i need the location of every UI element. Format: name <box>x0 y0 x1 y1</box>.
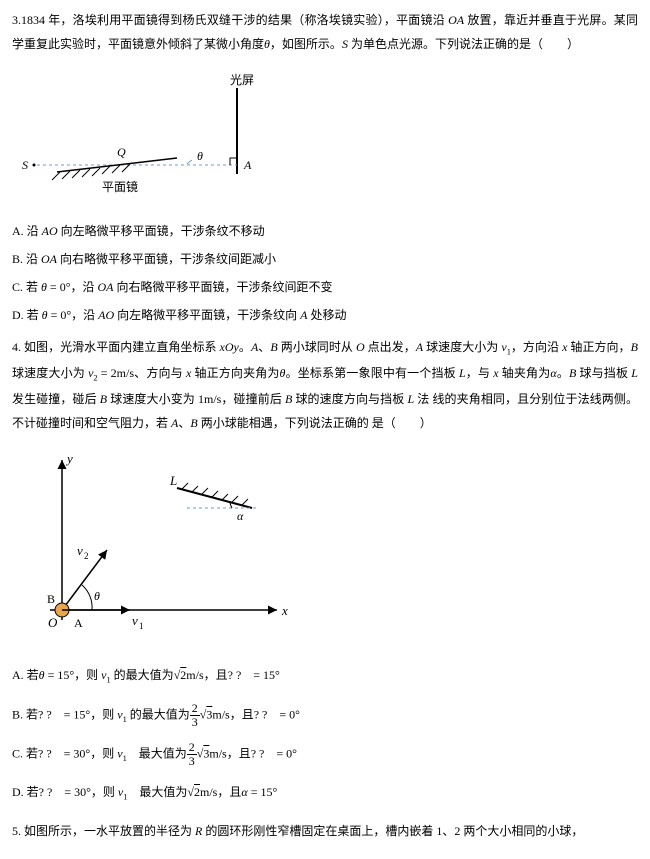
mirror-hatch <box>52 164 130 180</box>
label-Q: Q <box>117 145 126 159</box>
label-theta: θ <box>197 149 203 163</box>
q5-text: 5. 如图所示，一水平放置的半径为 R 的圆环形刚性窄槽固定在桌面上，槽内嵌着 … <box>12 819 638 843</box>
q3-optC: C. 若 θ = 0°，沿 OA 向右略微平移平面镜，干涉条纹间距不变 <box>12 275 638 299</box>
label-theta: θ <box>94 589 100 603</box>
q3-text: 3.1834 年，洛埃利用平面镜得到杨氏双缝干涉的结果（称洛埃镜实验），平面镜沿… <box>12 8 638 56</box>
label-alpha: α <box>237 509 244 523</box>
q4-optD: D. 若? ? = 30°，则 v1 最大值为√2m/s，且α = 15° <box>12 780 638 806</box>
label-O: O <box>48 615 58 630</box>
label-A: A <box>74 616 83 630</box>
label-L: L <box>169 473 177 488</box>
alpha-arc <box>230 503 232 508</box>
q4-optC: C. 若? ? = 30°，则 v1 最大值为23√3m/s，且? ? = 0° <box>12 741 638 768</box>
q3-optD: D. 若 θ = 0°，沿 AO 向左略微平移平面镜，干涉条纹向 A 处移动 <box>12 303 638 327</box>
board-L <box>177 488 252 508</box>
label-B: B <box>47 592 55 606</box>
label-v1-sub: 1 <box>139 621 144 631</box>
q4-figure: y x L α v 2 θ B O A v 1 <box>12 445 638 653</box>
label-y: y <box>65 451 73 466</box>
q3-optA: A. 沿 AO 向左略微平移平面镜，干涉条纹不移动 <box>12 219 638 243</box>
q4-optB: B. 若? ? = 15°，则 v1 的最大值为23√3m/s，且? ? = 0… <box>12 702 638 729</box>
q3-figure: 光屏 S Q θ A 平面镜 <box>12 66 638 209</box>
q3-number: 3. <box>12 13 21 27</box>
q4-text: 4. 如图，光滑水平面内建立直角坐标系 xOy。A、B 两小球同时从 O 点出发… <box>12 335 638 435</box>
theta-arc <box>82 585 92 610</box>
q3-optB: B. 沿 OA 向右略微平移平面镜，干涉条纹间距减小 <box>12 247 638 271</box>
point-S <box>33 164 36 167</box>
angle-arc <box>187 160 192 164</box>
q4-optA: A. 若θ = 15°，则 v1 的最大值为√2m/s，且? ? = 15° <box>12 663 638 689</box>
label-screen: 光屏 <box>230 73 254 87</box>
label-mirror: 平面镜 <box>102 179 138 194</box>
label-v2-sub: 2 <box>84 551 89 561</box>
right-angle <box>230 158 237 165</box>
label-v2: v <box>77 543 83 558</box>
label-v1: v <box>132 613 138 628</box>
label-x: x <box>281 603 288 618</box>
label-S: S <box>22 158 28 172</box>
board-hatch <box>182 483 248 505</box>
label-A: A <box>243 158 252 172</box>
